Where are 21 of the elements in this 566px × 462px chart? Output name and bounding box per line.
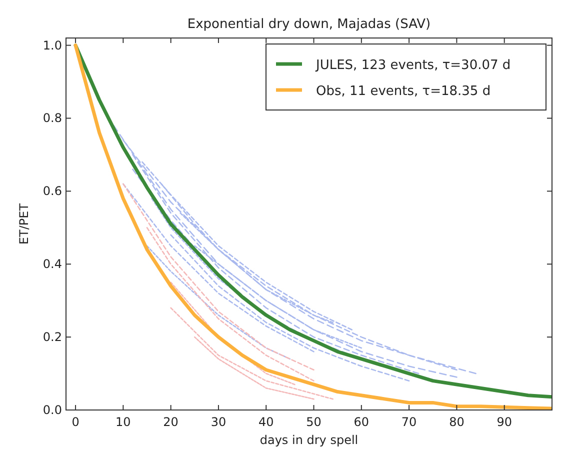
x-tick-label: 80 (449, 415, 464, 429)
y-tick-label: 0.4 (42, 257, 62, 272)
legend-label: Obs, 11 events, τ=18.35 d (316, 84, 491, 99)
x-tick-label: 0 (72, 415, 80, 429)
chart-title: Exponential dry down, Majadas (SAV) (187, 17, 431, 32)
x-tick-label: 20 (163, 415, 178, 429)
y-axis-title: ET/PET (17, 202, 31, 245)
y-tick-label: 0.8 (42, 111, 62, 126)
y-tick-label: 0.2 (42, 330, 62, 344)
x-tick-label: 60 (354, 415, 370, 429)
x-tick-label: 30 (210, 415, 226, 429)
x-tick-label: 70 (401, 415, 417, 429)
legend-label: JULES, 123 events, τ=30.07 d (315, 58, 511, 73)
x-tick-label: 50 (306, 415, 322, 429)
x-tick-label: 90 (496, 415, 512, 429)
x-tick-label: 10 (116, 415, 131, 429)
y-tick-label: 0.6 (42, 184, 62, 198)
x-tick-label: 40 (258, 415, 274, 429)
y-tick-label: 0.0 (42, 403, 62, 417)
y-tick-label: 1.0 (42, 38, 62, 52)
x-axis-title: days in dry spell (260, 433, 358, 447)
